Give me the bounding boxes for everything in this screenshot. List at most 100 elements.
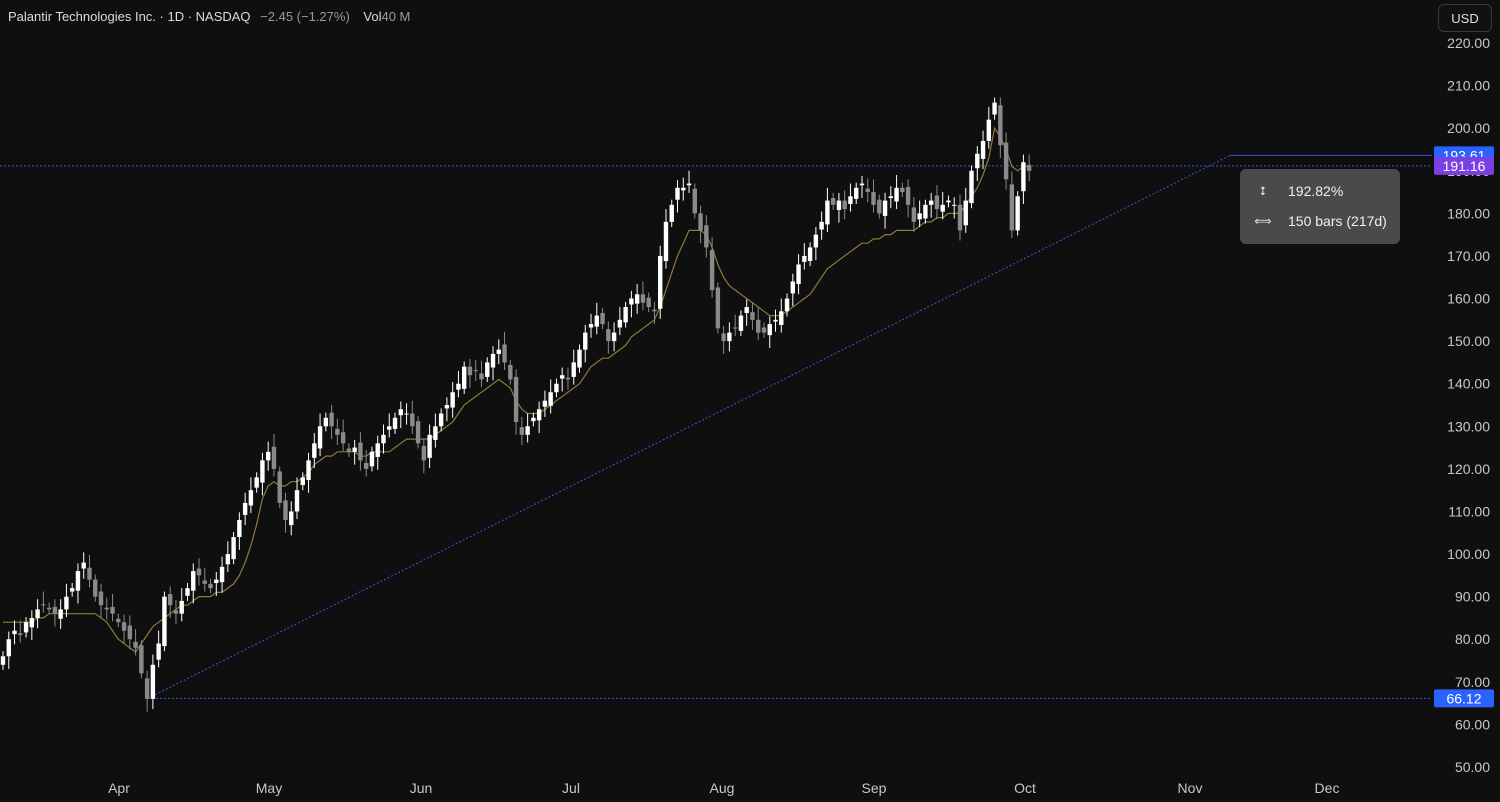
candle-body	[606, 329, 611, 342]
candle-body	[150, 664, 156, 699]
candle-body	[404, 413, 409, 415]
candle	[323, 412, 329, 432]
candle	[69, 583, 75, 597]
candle	[485, 357, 490, 383]
candle-body	[992, 102, 997, 115]
candle	[894, 175, 899, 210]
candle-body	[871, 192, 876, 205]
candle	[865, 178, 870, 203]
candle	[271, 433, 277, 477]
candle-body	[946, 200, 951, 203]
candle	[502, 331, 507, 371]
candle-body	[1015, 196, 1020, 231]
candle-body	[634, 294, 640, 304]
candle	[144, 670, 150, 712]
candle-body	[462, 366, 467, 389]
time-axis[interactable]: Apr May Jun Jul Aug Sep Oct Nov Dec	[108, 780, 1339, 796]
x-tick-label: Nov	[1178, 780, 1203, 796]
candle-body	[560, 375, 565, 379]
candle	[214, 571, 219, 596]
candle	[773, 309, 778, 332]
x-tick-label: Dec	[1315, 780, 1340, 796]
candle-body	[196, 568, 202, 576]
candle	[260, 452, 265, 496]
candle-body	[652, 309, 657, 312]
candle	[254, 472, 259, 493]
candle	[81, 552, 86, 579]
candle	[358, 432, 363, 471]
candle	[617, 307, 623, 336]
candle	[64, 583, 69, 618]
x-tick-label: Apr	[108, 780, 130, 796]
candle-body	[594, 315, 599, 327]
candle	[698, 205, 703, 244]
candle	[58, 599, 63, 630]
candle-body	[715, 287, 721, 329]
candle-body	[248, 490, 254, 506]
candle-body	[231, 537, 236, 560]
y-tick-label: 150.00	[1447, 333, 1490, 349]
candle	[859, 175, 865, 199]
candle	[427, 424, 432, 469]
y-tick-label: 220.00	[1447, 35, 1490, 51]
candle-body	[934, 195, 940, 210]
candle	[1015, 191, 1020, 236]
candle-body	[18, 633, 23, 635]
candle	[375, 435, 380, 470]
candle	[35, 599, 40, 629]
candle	[957, 194, 963, 241]
candle	[265, 441, 271, 471]
candle-body	[796, 264, 801, 285]
candle	[289, 501, 294, 536]
candle-body	[93, 579, 98, 597]
candle-body	[980, 140, 986, 159]
candle-body	[727, 332, 732, 342]
x-tick-label: May	[256, 780, 282, 796]
candle	[421, 438, 427, 474]
candle	[911, 197, 917, 233]
price-axis[interactable]: 220.00210.00200.00190.00180.00170.00160.…	[1447, 35, 1490, 775]
candle-body	[583, 332, 588, 350]
candle	[531, 412, 536, 427]
candle	[18, 620, 23, 643]
candle	[438, 408, 444, 432]
candle	[704, 215, 709, 258]
candle	[1003, 132, 1009, 190]
candle-body	[225, 554, 231, 565]
candle	[848, 183, 853, 212]
candle-body	[975, 153, 980, 169]
candle-body	[859, 183, 865, 186]
candle-body	[98, 591, 104, 606]
candle	[767, 316, 772, 348]
candle	[23, 617, 29, 638]
candle	[594, 302, 599, 335]
candle	[905, 179, 911, 218]
y-tick-label: 80.00	[1455, 631, 1490, 647]
candle	[139, 640, 144, 679]
candle	[462, 361, 467, 394]
price-tag-bg	[1434, 156, 1494, 175]
candle	[346, 443, 352, 457]
candle-body	[825, 200, 830, 225]
candle-body	[294, 490, 300, 512]
candle-body	[842, 200, 847, 210]
candle-body	[807, 247, 813, 262]
candle	[340, 419, 346, 451]
candle-body	[64, 596, 69, 610]
currency-button[interactable]: USD	[1438, 4, 1492, 32]
candle	[830, 192, 836, 210]
candle	[185, 583, 190, 601]
candle	[640, 281, 646, 311]
candle-body	[963, 200, 968, 226]
candle	[410, 400, 415, 434]
candle-body	[877, 199, 882, 214]
candle-body	[479, 373, 484, 380]
candle-body	[75, 571, 81, 591]
candle	[116, 613, 121, 628]
candle	[415, 416, 421, 449]
x-tick-label: Oct	[1014, 780, 1036, 796]
candle-body	[761, 327, 767, 333]
